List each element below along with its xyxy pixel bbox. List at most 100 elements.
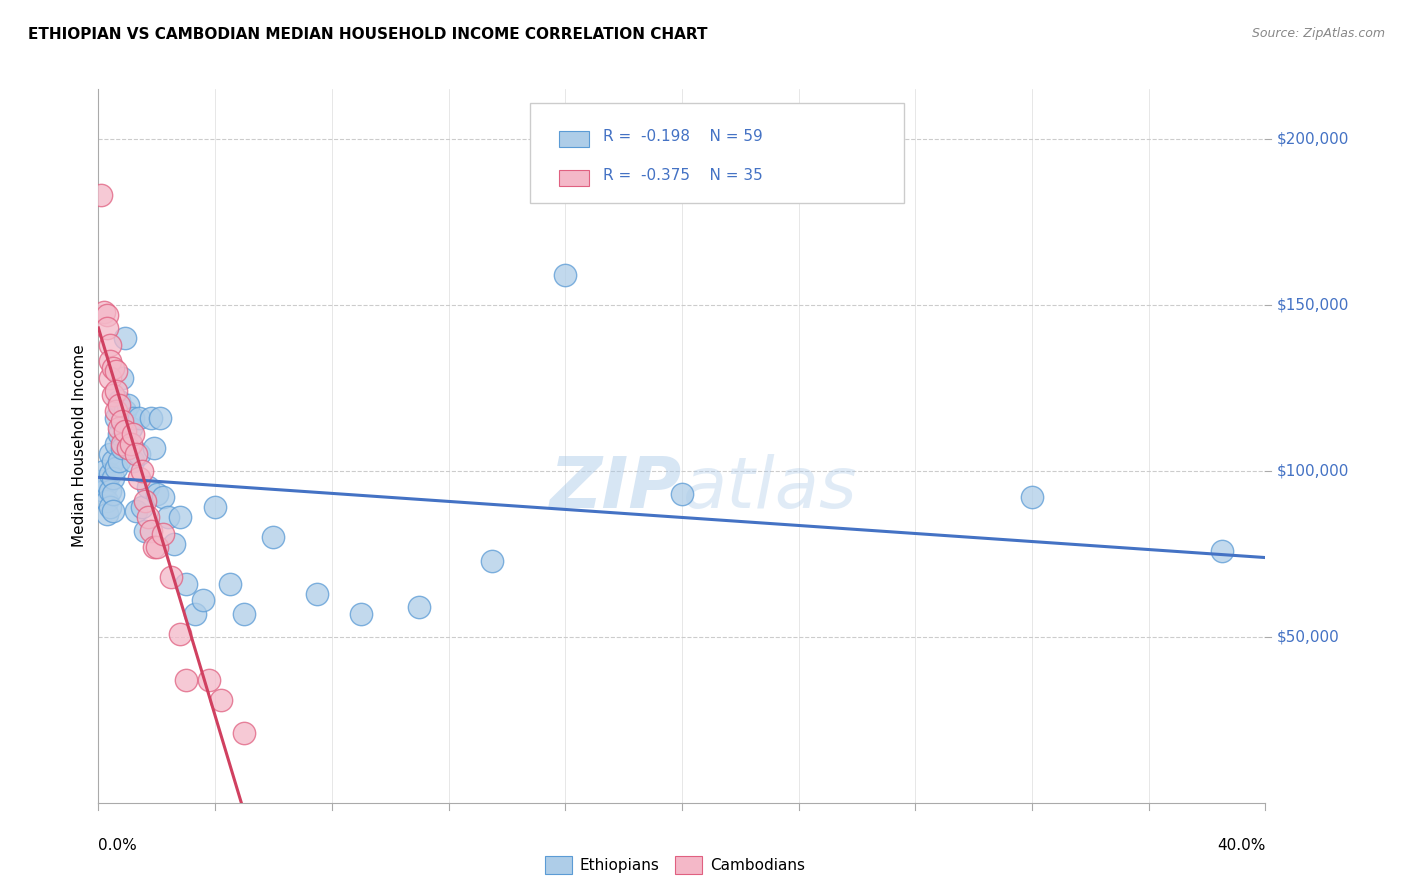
Legend: Ethiopians, Cambodians: Ethiopians, Cambodians (538, 850, 811, 880)
Point (120, 437, 142, 451)
Point (128, 470, 150, 484)
Text: R =  -0.198    N = 59: R = -0.198 N = 59 (603, 129, 762, 145)
Point (152, 527, 174, 541)
Point (233, 726, 256, 740)
Text: R =  -0.375    N = 35: R = -0.375 N = 35 (603, 169, 762, 184)
Point (136, 510, 159, 524)
Point (262, 530, 284, 544)
Y-axis label: Median Household Income: Median Household Income (72, 344, 87, 548)
Point (128, 447, 150, 461)
Point (108, 454, 131, 468)
Point (90, 188, 112, 202)
Point (98, 338, 121, 352)
Text: ZIP: ZIP (550, 454, 682, 524)
Point (101, 454, 124, 468)
Text: $50,000: $50,000 (1277, 630, 1340, 644)
Point (93, 304, 115, 318)
Point (169, 626, 191, 640)
Point (108, 397, 131, 411)
Point (96, 493, 118, 508)
Point (93, 464, 115, 478)
Point (111, 414, 134, 428)
Point (98, 467, 121, 482)
Point (139, 410, 162, 425)
Point (157, 510, 180, 524)
Point (233, 607, 256, 621)
Point (169, 510, 191, 524)
Point (131, 500, 153, 515)
Point (146, 487, 169, 501)
Text: ETHIOPIAN VS CAMBODIAN MEDIAN HOUSEHOLD INCOME CORRELATION CHART: ETHIOPIAN VS CAMBODIAN MEDIAN HOUSEHOLD … (28, 27, 707, 42)
Point (108, 427, 131, 442)
Point (122, 410, 145, 425)
Text: atlas: atlas (682, 454, 856, 524)
Point (125, 504, 148, 518)
Text: Source: ZipAtlas.com: Source: ZipAtlas.com (1251, 27, 1385, 40)
Point (114, 404, 136, 418)
Point (108, 421, 131, 435)
Point (98, 354, 121, 368)
Point (98, 483, 121, 498)
Text: $100,000: $100,000 (1277, 463, 1350, 478)
FancyBboxPatch shape (560, 169, 589, 186)
Point (122, 454, 145, 468)
Point (104, 384, 127, 399)
Point (198, 673, 221, 687)
Point (193, 593, 215, 607)
Point (104, 460, 127, 475)
Point (134, 493, 156, 508)
Point (554, 268, 576, 282)
Text: $200,000: $200,000 (1277, 131, 1350, 146)
Point (96, 308, 118, 322)
Point (128, 410, 150, 425)
Point (134, 524, 156, 538)
Point (163, 537, 186, 551)
Point (209, 693, 232, 707)
Point (117, 397, 139, 411)
Point (142, 441, 165, 455)
Point (350, 607, 373, 621)
Point (104, 410, 127, 425)
Point (120, 437, 142, 451)
FancyBboxPatch shape (560, 130, 589, 146)
Point (218, 576, 240, 591)
Point (104, 437, 127, 451)
Point (104, 364, 127, 378)
Point (174, 673, 197, 687)
Point (93, 483, 115, 498)
Point (111, 437, 134, 451)
Point (183, 607, 205, 621)
Point (96, 321, 118, 335)
Point (149, 410, 172, 425)
Point (146, 540, 169, 554)
Point (111, 371, 134, 385)
Point (131, 464, 153, 478)
Point (101, 504, 124, 518)
Point (108, 394, 131, 409)
Point (117, 441, 139, 455)
Point (101, 470, 124, 484)
Point (408, 599, 430, 614)
Point (139, 524, 162, 538)
Text: $150,000: $150,000 (1277, 297, 1350, 312)
Point (114, 331, 136, 345)
Point (111, 441, 134, 455)
Point (136, 481, 159, 495)
Point (671, 487, 693, 501)
Point (120, 421, 142, 435)
Point (90, 474, 112, 488)
Point (117, 441, 139, 455)
Point (114, 424, 136, 438)
Point (174, 576, 197, 591)
Point (96, 507, 118, 521)
Point (98, 371, 121, 385)
Point (101, 361, 124, 376)
Point (1021, 491, 1043, 505)
Text: 40.0%: 40.0% (1218, 838, 1265, 854)
Point (98, 500, 121, 515)
Point (152, 491, 174, 505)
FancyBboxPatch shape (530, 103, 904, 203)
Point (160, 570, 183, 584)
Point (204, 500, 226, 515)
Point (125, 447, 148, 461)
